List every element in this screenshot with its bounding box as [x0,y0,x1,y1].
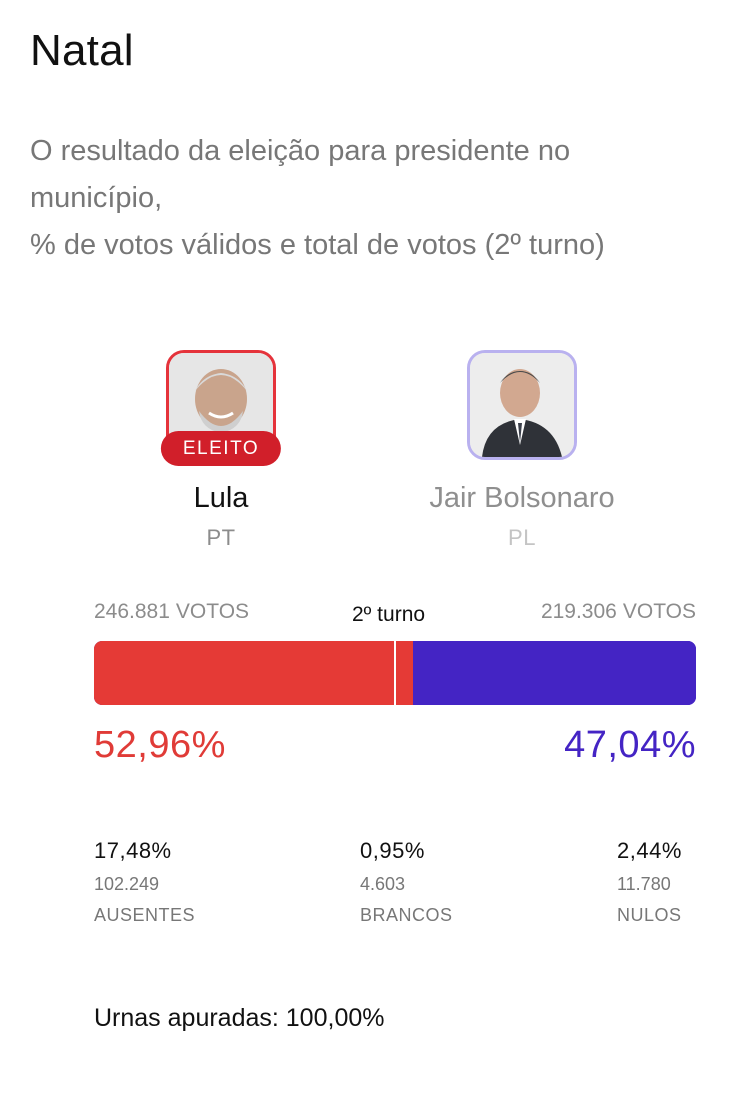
candidate-party: PT [206,525,236,550]
stat-percent: 0,95% [360,838,425,863]
stat-count: 11.780 [617,874,671,894]
votes-total-bolsonaro: 219.306 VOTOS [541,600,696,624]
stat-count: 4.603 [360,874,406,894]
majority-marker [394,641,396,705]
stat-ausentes: 17,48% 102.249 AUSENTES [94,838,195,926]
subtitle-line: O resultado da eleição para presidente n… [30,135,571,167]
stat-label: NULOS [617,905,682,925]
subtitle-line: % de votos válidos e total de votos (2º … [30,229,605,261]
stat-brancos: 0,95% 4.603 BRANCOS [360,838,453,926]
candidate-name: Lula [193,482,249,514]
votes-row: 246.881 VOTOS 2º turno 219.306 VOTOS [94,600,696,630]
votes-unit: VOTOS [622,600,696,623]
subtitle-line: município, [30,182,163,214]
result-bar-bolsonaro [412,641,696,705]
candidate-card-lula: ELEITO Lula PT [91,350,351,551]
candidate-card-bolsonaro: Jair Bolsonaro PL [392,350,652,551]
votes-count: 246.881 [94,600,170,623]
votes-count: 219.306 [540,600,617,623]
stat-nulos: 2,44% 11.780 NULOS [617,838,682,926]
elected-badge: ELEITO [160,431,282,466]
round-label: 2º turno [352,603,426,626]
page-subtitle: O resultado da eleição para presidente n… [30,128,690,269]
candidate-photo-bolsonaro [467,350,577,460]
urnas-label: Urnas apuradas: [94,1004,279,1032]
candidate-name: Jair Bolsonaro [429,482,615,514]
page-title: Natal [30,26,134,75]
stat-label: BRANCOS [360,905,453,925]
votes-total-lula: 246.881 VOTOS [94,600,249,624]
stat-count: 102.249 [94,874,160,894]
stat-percent: 2,44% [617,838,682,863]
percent-lula: 52,96% [94,724,226,766]
candidate-party: PL [508,525,536,550]
person-avatar-icon [470,353,574,457]
urnas-apuradas: Urnas apuradas: 100,00% [94,1004,384,1033]
stat-percent: 17,48% [94,838,172,863]
result-bar [94,641,696,705]
result-bar-lula [94,641,413,705]
stat-label: AUSENTES [94,905,196,925]
urnas-value: 100,00% [285,1004,385,1032]
percent-bolsonaro: 47,04% [564,724,696,766]
votes-unit: VOTOS [175,600,250,623]
